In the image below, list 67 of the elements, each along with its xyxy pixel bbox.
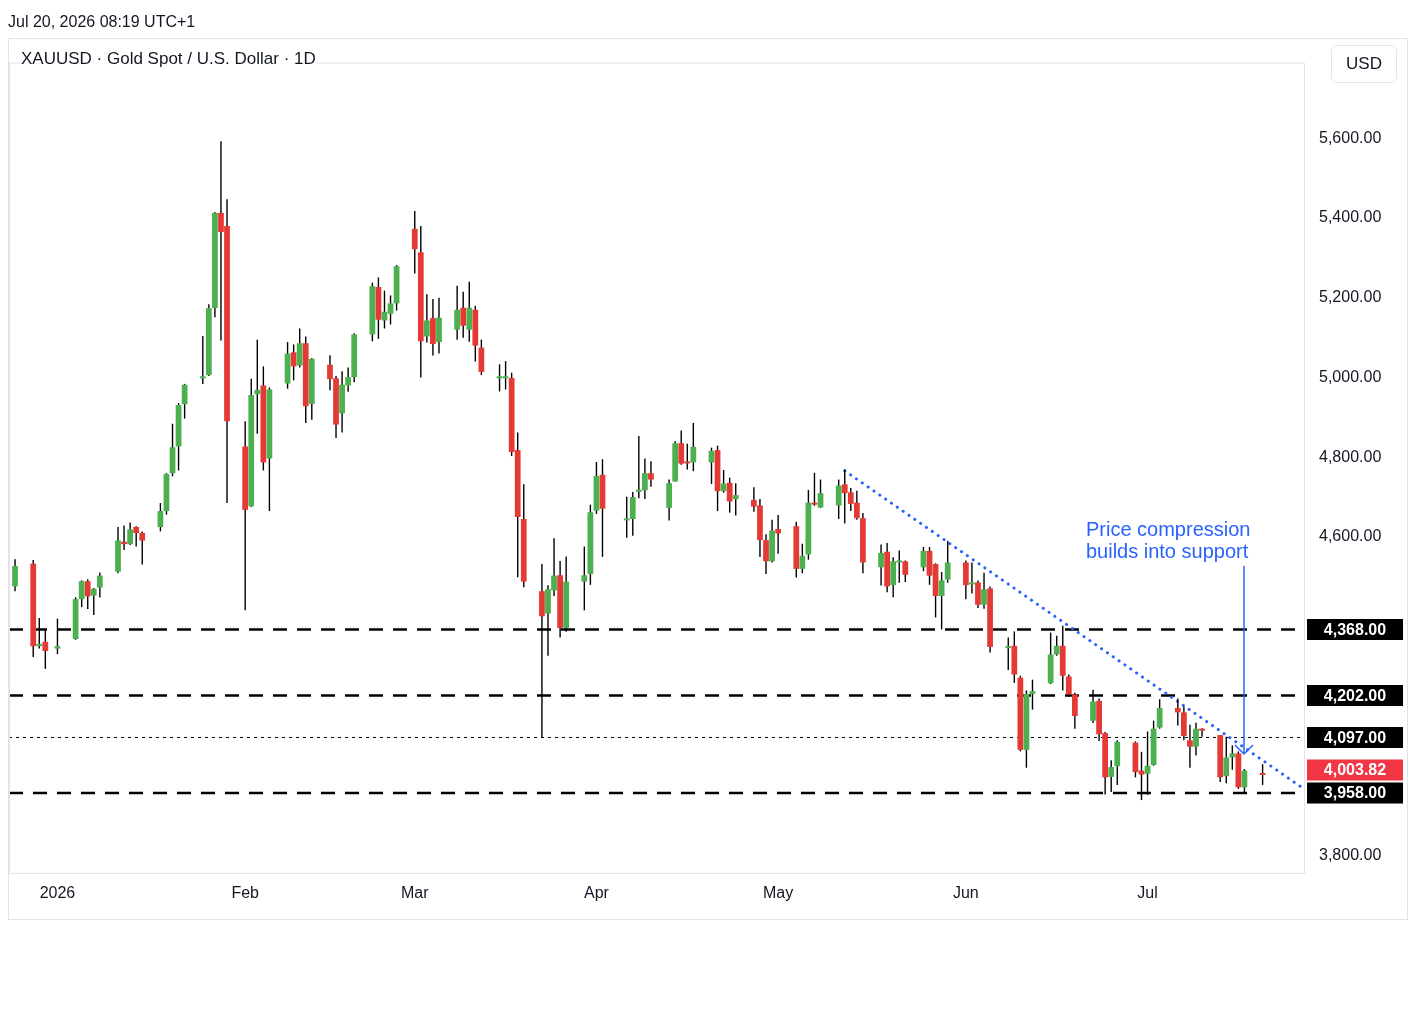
candlestick bbox=[12, 558, 18, 592]
candlestick bbox=[635, 435, 642, 499]
candlestick bbox=[199, 335, 206, 385]
candlestick bbox=[345, 366, 352, 393]
y-tick-label: 4,800.00 bbox=[1319, 447, 1382, 465]
candlestick bbox=[254, 338, 261, 435]
candlestick bbox=[423, 293, 430, 344]
x-tick-label: Apr bbox=[583, 883, 610, 901]
candlestick bbox=[96, 571, 103, 599]
candlestick bbox=[1053, 635, 1060, 657]
y-tick-label: 3,800.00 bbox=[1319, 846, 1382, 864]
candlestick bbox=[938, 571, 945, 631]
candlestick bbox=[1156, 698, 1163, 730]
x-tick-label: 2026 bbox=[39, 883, 76, 901]
candlestick bbox=[726, 476, 733, 514]
chart-title: XAUUSD · Gold Spot / U.S. Dollar · 1D bbox=[21, 49, 316, 69]
y-axis-title: USD bbox=[1331, 45, 1397, 83]
y-tick-label: 5,400.00 bbox=[1319, 208, 1382, 226]
candlestick bbox=[454, 285, 461, 341]
candlestick bbox=[466, 281, 473, 343]
ref-line-label: 4,097.00 bbox=[1323, 728, 1387, 746]
candlestick bbox=[139, 530, 146, 566]
candlestick bbox=[642, 457, 648, 500]
y-tick-label: 5,000.00 bbox=[1319, 367, 1382, 385]
ref-line-label: 3,958.00 bbox=[1323, 784, 1387, 802]
x-tick-label: Jul bbox=[1137, 883, 1158, 901]
candlestick bbox=[969, 561, 975, 595]
candlestick bbox=[181, 383, 188, 420]
chart-subtitle: Jul 20, 2026 08:19 UTC+1 bbox=[8, 12, 197, 32]
candlestick bbox=[411, 210, 418, 275]
candlestick bbox=[981, 572, 987, 610]
x-tick-label: Mar bbox=[400, 883, 430, 901]
candlestick bbox=[878, 543, 884, 587]
y-tick-label: 5,600.00 bbox=[1319, 128, 1382, 146]
candlestick bbox=[78, 579, 85, 608]
candlestick bbox=[962, 559, 969, 600]
y-tick-label: 4,600.00 bbox=[1319, 527, 1382, 545]
candlestick bbox=[835, 478, 842, 520]
candlestick bbox=[690, 422, 697, 472]
candlestick bbox=[902, 559, 909, 583]
x-tick-label: Jun bbox=[952, 883, 979, 901]
candlestick bbox=[90, 587, 97, 616]
candlestick bbox=[732, 482, 739, 517]
candlestick bbox=[460, 291, 467, 339]
candlestick bbox=[763, 533, 769, 575]
x-tick-label: May bbox=[763, 883, 794, 901]
candlestick bbox=[84, 578, 91, 610]
candlestick bbox=[133, 525, 140, 548]
candlestick bbox=[1174, 697, 1181, 727]
candlestick bbox=[1229, 744, 1236, 771]
candlestick bbox=[648, 460, 654, 488]
candlestick bbox=[799, 543, 806, 574]
candlestick bbox=[775, 514, 781, 555]
annotation: Price compression builds into support bbox=[1085, 518, 1251, 563]
candlestick bbox=[127, 521, 133, 546]
ref-line-label: 4,202.00 bbox=[1323, 687, 1387, 705]
candlestick bbox=[1005, 636, 1012, 671]
ref-line-label: 4,368.00 bbox=[1323, 620, 1387, 638]
y-tick-label: 5,200.00 bbox=[1319, 288, 1382, 306]
candlestick bbox=[296, 327, 303, 369]
candlestick bbox=[581, 545, 588, 612]
x-tick-label: Feb bbox=[231, 883, 260, 901]
candlestick bbox=[944, 540, 951, 584]
candlestick bbox=[290, 343, 297, 381]
candlestick bbox=[1108, 759, 1115, 793]
text: 4,003.82 bbox=[1323, 761, 1387, 779]
candlestick bbox=[975, 579, 981, 609]
